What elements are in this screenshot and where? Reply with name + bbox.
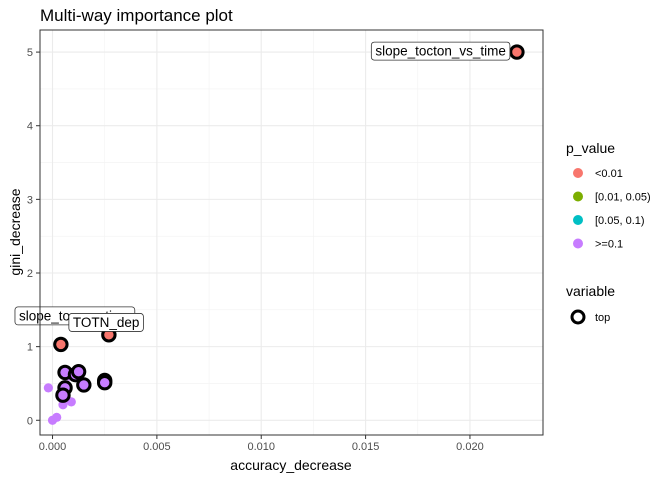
y-tick-label: 1 (27, 342, 33, 354)
point-labels: slope_tocton_vs_timeslope_toc_vs_timeTOT… (14, 41, 511, 332)
y-tick-label: 0 (27, 415, 33, 427)
point-label-text: TOTN_dep (73, 315, 140, 330)
x-tick-label: 0.005 (143, 441, 171, 453)
x-tick-label: 0.020 (456, 441, 484, 453)
point-label-box (370, 41, 511, 61)
data-points (43, 44, 525, 425)
major-gridlines (40, 30, 543, 435)
legend-color-title: p_value (566, 140, 615, 156)
chart-title: Multi-way importance plot (40, 6, 233, 25)
x-tick-label: 0.015 (352, 441, 380, 453)
y-axis-title: gini_decrease (7, 188, 23, 275)
legend-color-label: [0.01, 0.05) (595, 192, 651, 204)
point-label-box (68, 313, 144, 332)
legend-shape-swatch (570, 309, 586, 325)
data-point-top (70, 363, 87, 380)
panel-border (39, 29, 544, 436)
x-axis-title: accuracy_decrease (230, 457, 352, 473)
data-point (47, 415, 58, 425)
legend-color-label: <0.01 (595, 168, 623, 180)
x-tick-label: 0.010 (247, 441, 275, 453)
y-tick-label: 2 (27, 268, 33, 280)
y-tick-label: 5 (27, 47, 33, 59)
legend-color-label: >=0.1 (595, 239, 623, 251)
legend-color-swatch (573, 191, 583, 202)
legend-color-label: [0.05, 0.1) (595, 215, 645, 227)
y-tick-label: 4 (27, 121, 33, 133)
legend: p_value <0.01 [0.01, 0.05) [0.05, 0.1) >=0.… (566, 140, 651, 325)
legend-color-swatch (573, 238, 583, 249)
legend-color-swatch (573, 168, 583, 178)
data-point-top (76, 377, 92, 393)
legend-shape-label: top (595, 312, 610, 324)
legend-color-entries: <0.01 [0.01, 0.05) [0.05, 0.1) >=0.1 (573, 168, 651, 251)
data-point-top (97, 375, 113, 391)
legend-shape-title: variable (566, 283, 615, 299)
data-point (43, 383, 53, 393)
data-point-top (53, 336, 69, 353)
legend-color-swatch (573, 215, 583, 225)
y-axis-ticks: 0 1 2 3 4 5 (27, 47, 40, 427)
data-point-top (55, 387, 71, 403)
y-tick-label: 3 (27, 194, 33, 206)
legend-shape-entries: top (570, 309, 610, 325)
point-label: slope_tocton_vs_time (370, 41, 511, 61)
x-tick-label: 0.000 (39, 441, 67, 453)
data-point-top (509, 44, 525, 60)
point-label: TOTN_dep (68, 313, 144, 332)
x-axis-ticks: 0.000 0.005 0.010 0.015 0.020 (39, 435, 484, 453)
point-label-text: slope_tocton_vs_time (375, 44, 506, 59)
